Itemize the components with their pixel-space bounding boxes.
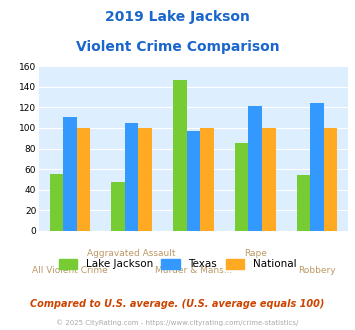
Text: Robbery: Robbery [298, 266, 336, 275]
Bar [310, 103, 324, 231]
Text: © 2025 CityRating.com - https://www.cityrating.com/crime-statistics/: © 2025 CityRating.com - https://www.city… [56, 319, 299, 326]
Bar [262, 128, 275, 231]
Text: Murder & Mans...: Murder & Mans... [155, 266, 232, 275]
Text: All Violent Crime: All Violent Crime [32, 266, 108, 275]
Text: Aggravated Assault: Aggravated Assault [87, 249, 176, 258]
Text: 2019 Lake Jackson: 2019 Lake Jackson [105, 10, 250, 24]
Text: Compared to U.S. average. (U.S. average equals 100): Compared to U.S. average. (U.S. average … [30, 299, 325, 309]
Bar [235, 143, 248, 231]
Bar [173, 81, 187, 231]
Bar [50, 174, 63, 231]
Bar [138, 128, 152, 231]
Bar [111, 182, 125, 231]
Bar [125, 123, 138, 231]
Bar [297, 175, 310, 231]
Bar [63, 116, 77, 231]
Bar [77, 128, 90, 231]
Bar [187, 131, 200, 231]
Text: Rape: Rape [244, 249, 267, 258]
Text: Violent Crime Comparison: Violent Crime Comparison [76, 40, 279, 53]
Legend: Lake Jackson, Texas, National: Lake Jackson, Texas, National [55, 255, 300, 274]
Bar [324, 128, 337, 231]
Bar [200, 128, 214, 231]
Bar [248, 106, 262, 231]
